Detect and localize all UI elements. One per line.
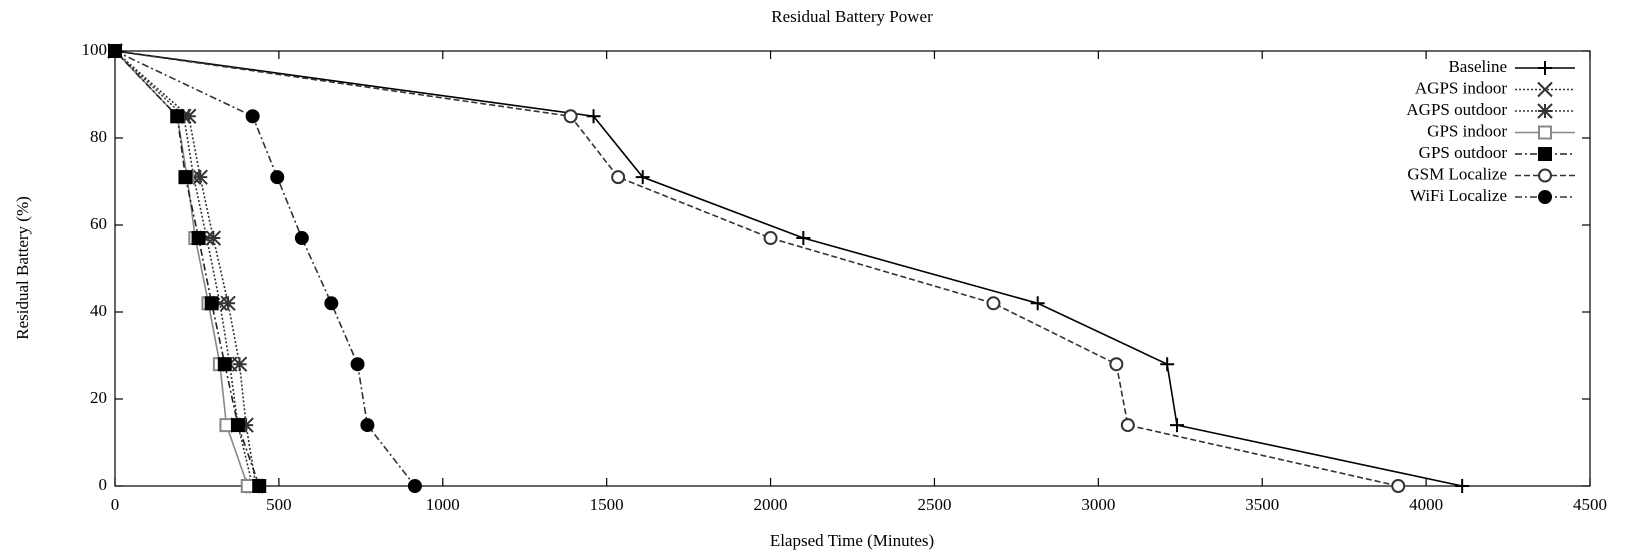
marker	[763, 231, 778, 246]
series-line	[114, 50, 416, 487]
marker	[170, 109, 185, 124]
marker	[324, 296, 339, 311]
legend-label: GSM Localize	[1407, 164, 1507, 183]
marker	[407, 479, 422, 493]
x-tick-label: 3000	[1081, 495, 1115, 514]
marker	[360, 418, 375, 433]
marker	[181, 108, 197, 124]
series-line	[114, 50, 257, 487]
marker	[611, 170, 626, 185]
series-line	[114, 50, 1463, 487]
legend-marker	[1538, 147, 1552, 161]
marker	[231, 356, 248, 372]
y-tick-label: 80	[90, 127, 107, 146]
marker	[586, 109, 601, 124]
x-tick-label: 500	[266, 495, 292, 514]
series-line	[114, 50, 1399, 487]
plot-frame	[114, 50, 1591, 487]
legend-marker	[1537, 81, 1553, 98]
series-line	[114, 50, 254, 487]
marker	[1391, 479, 1406, 493]
marker	[270, 170, 285, 185]
marker	[178, 170, 193, 185]
marker	[245, 109, 260, 124]
legend-marker	[1538, 190, 1552, 204]
x-axis-label: Elapsed Time (Minutes)	[770, 531, 934, 550]
legend-label: WiFi Localize	[1410, 186, 1507, 205]
y-tick-label: 0	[99, 475, 108, 494]
marker	[204, 296, 219, 311]
marker	[1120, 418, 1135, 433]
marker	[205, 230, 222, 246]
x-tick-label: 0	[111, 495, 120, 514]
legend-marker	[1537, 103, 1553, 119]
marker	[1109, 357, 1124, 372]
marker	[1455, 479, 1470, 493]
legend-marker	[1538, 125, 1552, 140]
marker	[192, 169, 208, 185]
marker	[191, 231, 206, 246]
x-tick-label: 4000	[1409, 495, 1443, 514]
marker	[240, 479, 255, 493]
x-tick-label: 1000	[426, 495, 460, 514]
y-tick-label: 40	[90, 301, 107, 320]
x-tick-label: 1500	[590, 495, 624, 514]
x-tick-label: 3500	[1245, 495, 1279, 514]
legend-marker	[1538, 61, 1552, 75]
x-tick-label: 4500	[1573, 495, 1607, 514]
y-axis-label: Residual Battery (%)	[13, 196, 32, 340]
marker	[217, 357, 232, 372]
legend-label: AGPS outdoor	[1406, 100, 1507, 119]
marker	[1160, 357, 1175, 372]
series-line	[114, 50, 260, 487]
marker	[350, 357, 365, 372]
marker	[219, 418, 234, 433]
marker	[294, 231, 309, 246]
legend-label: AGPS indoor	[1415, 78, 1507, 97]
y-tick-label: 20	[90, 388, 107, 407]
marker	[1030, 296, 1045, 311]
marker	[108, 44, 122, 58]
x-tick-label: 2500	[917, 495, 951, 514]
y-tick-label: 100	[82, 40, 108, 59]
legend-label: GPS outdoor	[1419, 143, 1508, 162]
marker	[238, 417, 254, 433]
marker	[1170, 418, 1184, 433]
chart-title: Residual Battery Power	[771, 7, 933, 26]
x-tick-label: 2000	[754, 495, 788, 514]
legend-marker	[1538, 168, 1552, 183]
marker	[230, 418, 245, 433]
marker	[252, 479, 267, 493]
marker	[563, 109, 578, 124]
legend-label: GPS indoor	[1427, 121, 1507, 140]
marker	[796, 231, 811, 246]
marker	[986, 296, 1001, 311]
y-tick-label: 60	[90, 214, 107, 233]
legend-label: Baseline	[1448, 57, 1507, 76]
marker	[220, 295, 236, 312]
marker	[635, 170, 650, 185]
